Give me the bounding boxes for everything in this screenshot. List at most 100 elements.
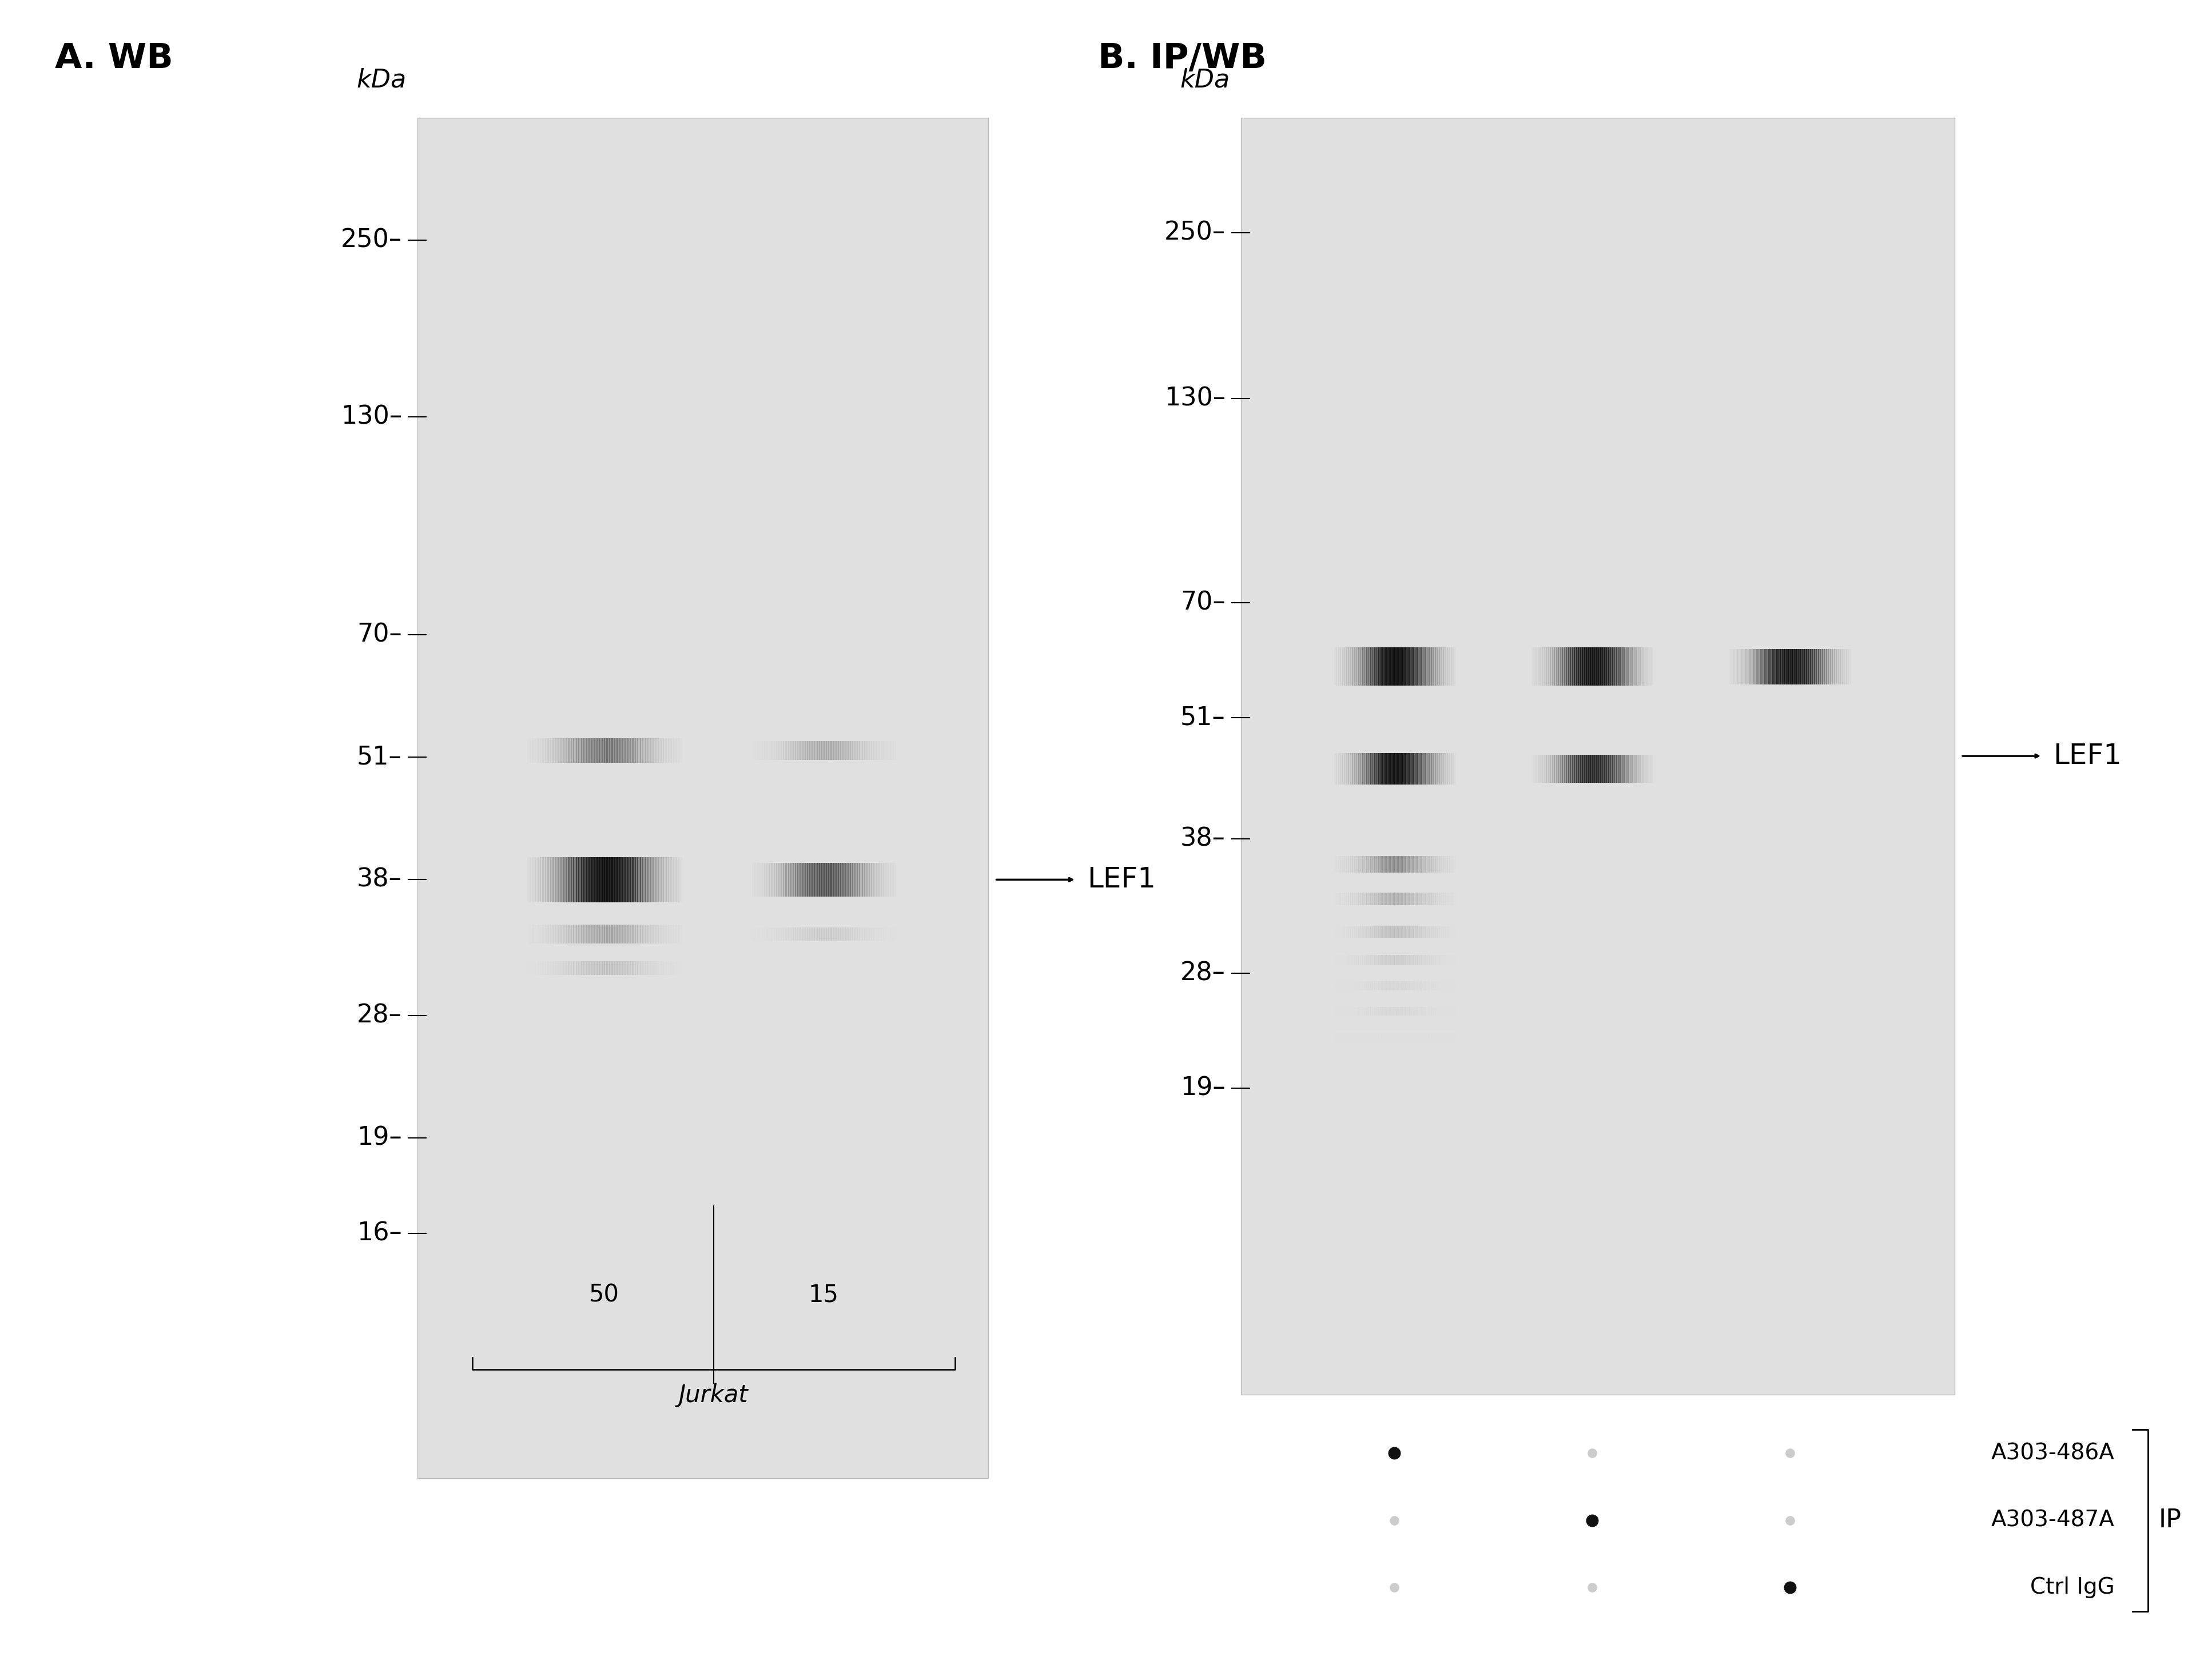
Bar <box>1441 647 1443 685</box>
Text: 130–: 130– <box>1164 386 1225 412</box>
Bar <box>832 862 837 897</box>
Bar <box>547 738 551 763</box>
Bar <box>635 738 639 763</box>
Bar <box>1370 1033 1372 1042</box>
Bar <box>1447 1033 1449 1042</box>
Bar <box>1452 753 1454 785</box>
Bar <box>1441 1006 1443 1016</box>
Bar <box>1357 647 1359 685</box>
Bar <box>1645 754 1647 783</box>
Bar <box>648 857 652 902</box>
Bar <box>670 961 674 974</box>
Bar <box>793 741 797 759</box>
Bar <box>1335 892 1340 906</box>
Bar <box>1434 857 1438 874</box>
Bar <box>804 741 808 759</box>
Bar <box>630 738 632 763</box>
Bar <box>1575 754 1577 783</box>
Bar <box>1383 647 1388 685</box>
Bar <box>1386 647 1390 685</box>
Bar <box>1425 926 1427 937</box>
Bar <box>1419 892 1421 906</box>
Bar <box>1546 754 1548 783</box>
Bar <box>654 924 659 944</box>
Bar <box>1443 647 1445 685</box>
Bar <box>668 961 672 974</box>
Bar <box>1397 926 1399 937</box>
Bar <box>782 862 784 897</box>
Point <box>1377 1440 1412 1467</box>
Bar <box>591 961 595 974</box>
Bar <box>1408 1033 1412 1042</box>
Bar <box>865 741 870 759</box>
Bar <box>1452 926 1454 937</box>
Bar <box>1335 956 1340 966</box>
Bar <box>1355 753 1357 785</box>
Bar <box>1825 648 1827 684</box>
Bar <box>1372 892 1375 906</box>
Bar <box>1348 1006 1351 1016</box>
Bar <box>1410 753 1414 785</box>
Bar <box>762 741 764 759</box>
Bar <box>1364 753 1368 785</box>
Bar <box>597 738 600 763</box>
Bar <box>1359 1033 1364 1042</box>
Bar <box>1379 753 1381 785</box>
Bar <box>887 862 892 897</box>
Bar <box>1434 1033 1438 1042</box>
Bar <box>1847 648 1849 684</box>
Bar <box>830 862 834 897</box>
Bar <box>1375 956 1377 966</box>
Bar <box>1454 956 1456 966</box>
Bar <box>1445 892 1447 906</box>
Bar <box>1368 857 1370 874</box>
Bar <box>806 862 810 897</box>
Bar <box>1834 648 1838 684</box>
Bar <box>828 741 832 759</box>
Bar <box>1394 892 1397 906</box>
Bar <box>1383 956 1386 966</box>
Bar <box>1607 647 1612 685</box>
Bar <box>885 741 889 759</box>
Bar <box>1572 647 1575 685</box>
Bar <box>1401 1006 1403 1016</box>
Bar <box>1353 857 1355 874</box>
Bar <box>1399 956 1401 966</box>
Bar <box>1368 647 1370 685</box>
Bar <box>1588 647 1592 685</box>
Bar <box>755 927 758 941</box>
Text: A303-486A: A303-486A <box>1992 1443 2115 1463</box>
Bar <box>1447 981 1449 990</box>
Bar <box>1383 1033 1388 1042</box>
Bar <box>529 924 534 944</box>
Bar <box>766 741 771 759</box>
Bar <box>1416 1006 1419 1016</box>
Bar <box>646 924 648 944</box>
Bar <box>1370 647 1372 685</box>
Bar <box>788 862 791 897</box>
Bar <box>788 927 791 941</box>
Bar <box>606 924 610 944</box>
Bar <box>1445 981 1447 990</box>
Bar <box>1362 926 1366 937</box>
Bar <box>637 961 641 974</box>
Bar <box>1577 647 1579 685</box>
Bar <box>1559 647 1564 685</box>
Bar <box>586 738 591 763</box>
Bar <box>542 738 547 763</box>
Bar <box>821 927 826 941</box>
Bar <box>1337 1033 1342 1042</box>
Bar <box>1447 956 1449 966</box>
Bar <box>773 927 777 941</box>
Bar <box>562 961 567 974</box>
Bar <box>1430 857 1432 874</box>
Bar <box>1581 647 1586 685</box>
Bar <box>1340 647 1344 685</box>
Bar <box>1403 981 1405 990</box>
Bar <box>1449 857 1452 874</box>
Bar <box>1397 857 1399 874</box>
Bar <box>637 738 641 763</box>
Bar <box>1577 754 1579 783</box>
Bar <box>1357 857 1362 874</box>
Bar <box>1421 1006 1423 1016</box>
